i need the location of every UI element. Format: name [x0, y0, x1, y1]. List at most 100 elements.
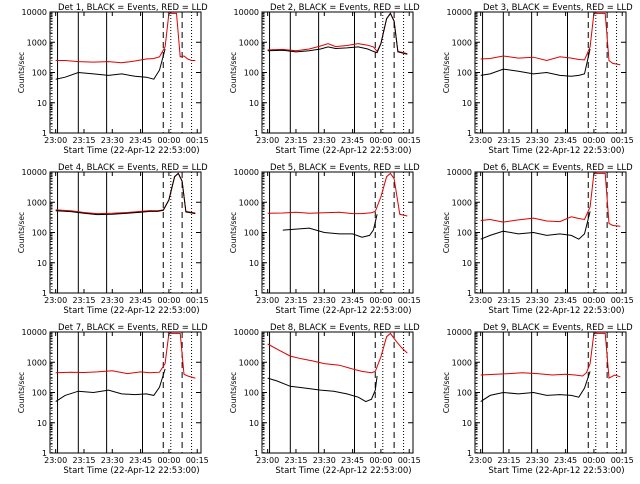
y-axis-label: Counts/sec [442, 212, 451, 253]
x-tick-label: 23:00 [256, 456, 279, 465]
x-axis-label: Start Time (22-Apr-12 22:53:00) [63, 146, 199, 156]
series-events-line [480, 48, 591, 77]
x-tick-label: 23:15 [72, 296, 95, 305]
series-lld-line [267, 172, 408, 217]
x-tick-label: 00:15 [186, 456, 209, 465]
y-tick-label: 10000 [22, 328, 47, 337]
x-axis-label: Start Time (22-Apr-12 22:53:00) [63, 306, 199, 316]
y-tick-label: 1000 [452, 358, 472, 367]
y-tick-label: 1000 [239, 198, 259, 207]
y-tick-label: 1 [42, 449, 47, 458]
y-tick-label: 100 [244, 389, 259, 398]
x-axis-label: Start Time (22-Apr-12 22:53:00) [488, 306, 624, 316]
x-tick-label: 00:00 [582, 136, 605, 145]
x-tick-label: 00:00 [157, 136, 180, 145]
panel-det-7: 23:00 23:15 23:30 23:45 00:00 00:15 1 10 100 1000… [17, 323, 209, 476]
x-axis-label: Start Time (22-Apr-12 22:53:00) [63, 466, 199, 476]
x-tick-label: 23:45 [554, 456, 577, 465]
x-tick-label: 00:15 [398, 136, 421, 145]
plot-frame [474, 331, 627, 454]
x-tick-label: 23:15 [284, 136, 307, 145]
x-axis-label: Start Time (22-Apr-12 22:53:00) [488, 466, 624, 476]
x-tick-label: 23:30 [101, 456, 124, 465]
panel-det-8: 23:00 23:15 23:30 23:45 00:00 00:15 1 10 100 1000… [229, 323, 421, 476]
y-tick-label: 10000 [234, 328, 259, 337]
x-tick-label: 00:15 [186, 296, 209, 305]
x-tick-label: 00:00 [157, 296, 180, 305]
y-axis-label: Counts/sec [17, 372, 26, 413]
y-axis-label: Counts/sec [229, 52, 238, 93]
x-tick-label: 23:45 [554, 136, 577, 145]
x-tick-label: 23:45 [554, 296, 577, 305]
panel-title: Det 7, BLACK = Events, RED = LLD [58, 323, 208, 333]
y-tick-label: 1 [467, 449, 472, 458]
series-lld-line [480, 332, 621, 379]
panel-title: Det 9, BLACK = Events, RED = LLD [483, 323, 633, 333]
y-tick-label: 1 [254, 449, 259, 458]
y-tick-label: 1000 [452, 38, 472, 47]
x-tick-label: 23:15 [497, 136, 520, 145]
y-tick-label: 10 [37, 419, 47, 428]
y-tick-label: 1 [467, 289, 472, 298]
x-axis-label: Start Time (22-Apr-12 22:53:00) [488, 146, 624, 156]
series-events-line [480, 211, 591, 240]
y-tick-label: 10000 [447, 328, 472, 337]
x-tick-label: 23:30 [526, 296, 549, 305]
x-tick-label: 23:45 [341, 296, 364, 305]
x-tick-label: 23:30 [101, 136, 124, 145]
x-tick-label: 23:15 [72, 136, 95, 145]
panel-det-6: 23:00 23:15 23:30 23:45 00:00 00:15 1 10 100 1000… [442, 163, 634, 316]
x-tick-label: 23:30 [101, 296, 124, 305]
series-lld-line [55, 12, 196, 64]
y-tick-label: 10 [37, 259, 47, 268]
y-tick-label: 1 [42, 129, 47, 138]
x-tick-label: 23:00 [44, 136, 67, 145]
y-axis-label: Counts/sec [442, 52, 451, 93]
panel-title: Det 6, BLACK = Events, RED = LLD [483, 163, 633, 173]
plot-frame [261, 171, 414, 294]
y-tick-label: 1000 [27, 38, 47, 47]
y-tick-label: 100 [457, 389, 472, 398]
y-tick-label: 1 [467, 129, 472, 138]
series-events-line [55, 368, 166, 403]
x-tick-label: 00:15 [611, 296, 634, 305]
y-axis-label: Counts/sec [229, 212, 238, 253]
x-tick-label: 23:00 [469, 136, 492, 145]
x-tick-label: 23:00 [256, 296, 279, 305]
series-events-line [55, 48, 166, 80]
x-tick-label: 23:45 [341, 456, 364, 465]
panel-title: Det 8, BLACK = Events, RED = LLD [270, 323, 420, 333]
panel-det-4: 23:00 23:15 23:30 23:45 00:00 00:15 1 10 100 1000… [17, 163, 209, 316]
panel-title: Det 2, BLACK = Events, RED = LLD [270, 3, 420, 13]
y-tick-label: 10000 [22, 168, 47, 177]
y-tick-label: 10 [249, 259, 259, 268]
x-tick-label: 23:00 [44, 296, 67, 305]
plot-frame [261, 11, 414, 134]
x-tick-label: 23:15 [72, 456, 95, 465]
x-tick-label: 23:15 [284, 296, 307, 305]
x-tick-label: 00:15 [398, 456, 421, 465]
series-lld-line [480, 172, 621, 227]
y-tick-label: 10 [37, 99, 47, 108]
y-tick-label: 100 [244, 229, 259, 238]
series-events-line [55, 172, 196, 216]
x-tick-label: 00:15 [611, 136, 634, 145]
y-tick-label: 100 [457, 229, 472, 238]
series-lld-line [55, 332, 196, 379]
x-tick-label: 00:00 [369, 136, 392, 145]
x-tick-label: 00:15 [611, 456, 634, 465]
y-axis-label: Counts/sec [17, 52, 26, 93]
y-tick-label: 100 [457, 69, 472, 78]
series-events-line [267, 375, 378, 403]
x-tick-label: 23:45 [129, 456, 152, 465]
series-lld-line [480, 12, 621, 66]
y-tick-label: 10 [462, 99, 472, 108]
x-tick-label: 23:00 [256, 136, 279, 145]
x-tick-label: 23:45 [129, 136, 152, 145]
x-tick-label: 00:00 [369, 296, 392, 305]
y-tick-label: 100 [32, 69, 47, 78]
y-tick-label: 10 [462, 419, 472, 428]
panel-det-9: 23:00 23:15 23:30 23:45 00:00 00:15 1 10 100 1000… [442, 323, 634, 476]
y-tick-label: 10000 [22, 8, 47, 17]
y-tick-label: 1000 [27, 358, 47, 367]
